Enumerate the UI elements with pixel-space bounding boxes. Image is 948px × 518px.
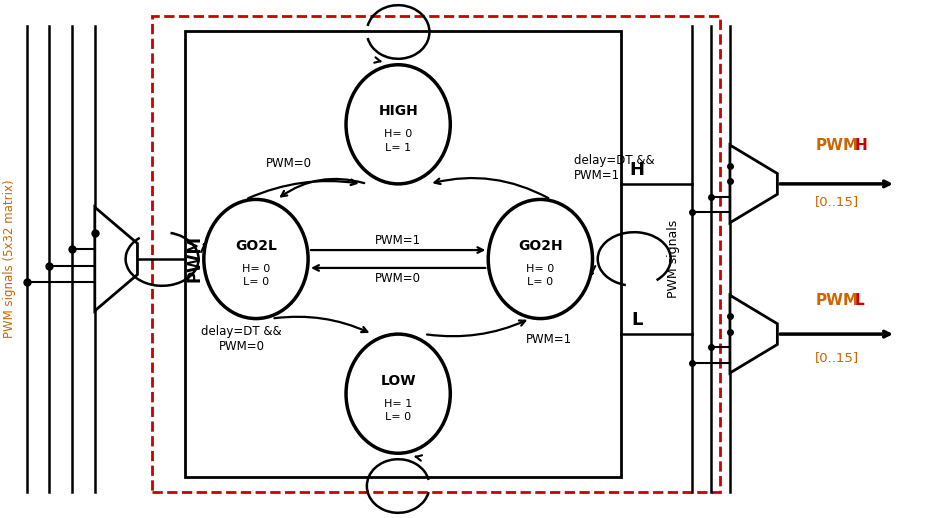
Text: H= 0
L= 1: H= 0 L= 1 xyxy=(384,130,412,153)
Text: GO2H: GO2H xyxy=(518,239,563,253)
Text: L: L xyxy=(631,311,643,329)
Text: HIGH: HIGH xyxy=(378,104,418,118)
Text: PWM: PWM xyxy=(815,293,858,308)
Text: PWM=1: PWM=1 xyxy=(375,234,421,248)
Text: H: H xyxy=(854,138,866,152)
Polygon shape xyxy=(95,207,137,311)
Text: PWM: PWM xyxy=(186,236,203,282)
Ellipse shape xyxy=(346,334,450,453)
Text: H= 1
L= 0: H= 1 L= 0 xyxy=(384,399,412,422)
Text: PWM=0: PWM=0 xyxy=(266,156,312,170)
Text: PWM=1: PWM=1 xyxy=(526,333,573,346)
Bar xyxy=(185,31,621,477)
Text: PWM=0: PWM=0 xyxy=(375,272,421,285)
Polygon shape xyxy=(730,295,777,373)
Text: GO2L: GO2L xyxy=(235,239,277,253)
Polygon shape xyxy=(730,145,777,223)
Text: H: H xyxy=(629,161,645,179)
Text: L: L xyxy=(854,293,864,308)
Text: LOW: LOW xyxy=(380,373,416,387)
Text: delay=DT &&
PWM=1: delay=DT && PWM=1 xyxy=(574,154,654,182)
Bar xyxy=(152,16,720,492)
Ellipse shape xyxy=(488,199,592,319)
Text: [0..15]: [0..15] xyxy=(815,351,860,364)
Text: PWM signals: PWM signals xyxy=(666,220,680,298)
Text: delay=DT &&
PWM=0: delay=DT && PWM=0 xyxy=(201,325,283,353)
Ellipse shape xyxy=(204,199,308,319)
Ellipse shape xyxy=(346,65,450,184)
Text: PWM: PWM xyxy=(815,138,858,152)
Text: H= 0
L= 0: H= 0 L= 0 xyxy=(242,264,270,287)
Text: PWM signals (5x32 matrix): PWM signals (5x32 matrix) xyxy=(3,180,16,338)
Text: H= 0
L= 0: H= 0 L= 0 xyxy=(526,264,555,287)
Text: [0..15]: [0..15] xyxy=(815,195,860,209)
